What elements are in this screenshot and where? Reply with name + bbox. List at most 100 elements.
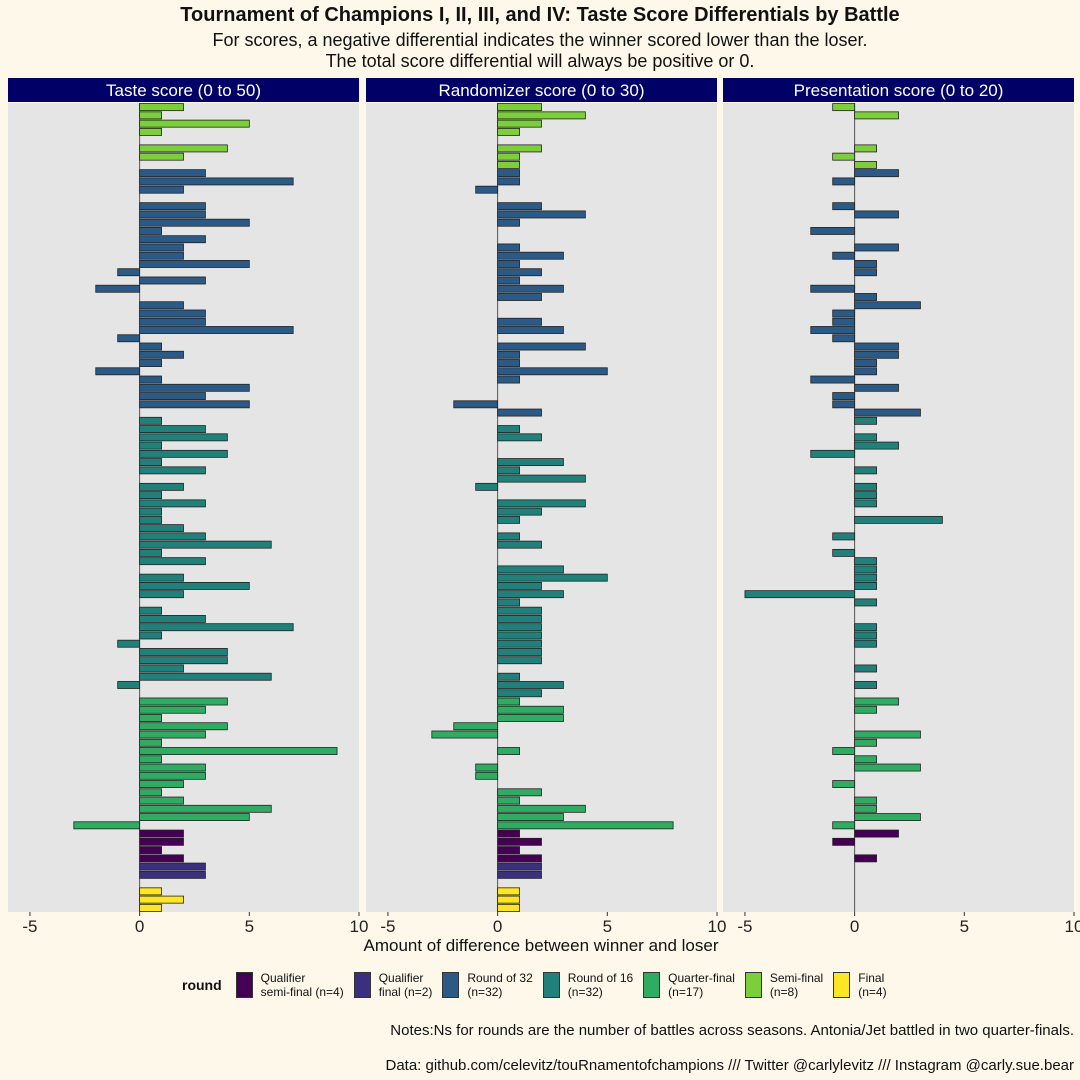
bar bbox=[854, 383, 899, 392]
bar bbox=[497, 656, 542, 665]
bar bbox=[497, 714, 564, 722]
bar bbox=[139, 111, 162, 120]
bar bbox=[497, 895, 520, 904]
bar bbox=[854, 144, 877, 153]
bar bbox=[139, 227, 162, 235]
bar bbox=[854, 829, 899, 838]
bar bbox=[139, 697, 228, 706]
bar bbox=[139, 656, 228, 665]
bar bbox=[497, 507, 542, 516]
facet-strip-label: Taste score (0 to 50) bbox=[106, 81, 261, 100]
bar bbox=[139, 903, 162, 912]
bar bbox=[95, 367, 141, 376]
bar bbox=[139, 771, 206, 780]
x-tick-label: -5 bbox=[380, 917, 395, 936]
bar bbox=[497, 606, 542, 615]
bar bbox=[854, 359, 877, 367]
bar bbox=[854, 697, 899, 706]
x-axis-label: Amount of difference between winner and … bbox=[363, 936, 718, 955]
bar bbox=[497, 796, 520, 805]
bar bbox=[810, 449, 856, 458]
bar bbox=[497, 639, 542, 648]
bar bbox=[832, 400, 856, 409]
bar bbox=[497, 854, 542, 863]
legend-swatch bbox=[833, 972, 851, 998]
bar bbox=[139, 425, 206, 434]
bar bbox=[832, 152, 856, 161]
bar bbox=[497, 623, 542, 632]
bar bbox=[139, 895, 184, 904]
bar bbox=[854, 565, 877, 574]
x-tick-label: -5 bbox=[737, 917, 752, 936]
bar bbox=[497, 458, 564, 467]
bar bbox=[497, 474, 586, 483]
bar bbox=[497, 903, 520, 912]
bar bbox=[139, 573, 184, 582]
bar bbox=[497, 846, 520, 855]
bar bbox=[497, 144, 542, 153]
x-tick-label: 0 bbox=[135, 917, 144, 936]
bar bbox=[832, 821, 856, 830]
bar bbox=[139, 449, 228, 458]
bar bbox=[854, 730, 921, 739]
legend-item: Qualifier semi-final (n=4) bbox=[235, 971, 344, 999]
bar bbox=[139, 615, 206, 623]
bar bbox=[139, 813, 250, 821]
bar bbox=[139, 466, 206, 475]
bar bbox=[497, 672, 520, 681]
bar bbox=[832, 532, 856, 541]
bar bbox=[117, 639, 141, 648]
bar bbox=[497, 202, 542, 211]
bar bbox=[497, 515, 520, 524]
bar bbox=[497, 590, 564, 599]
bar bbox=[139, 532, 206, 541]
bar bbox=[497, 870, 542, 879]
legend-label: Qualifier semi-final (n=4) bbox=[260, 971, 344, 999]
bar bbox=[832, 309, 856, 318]
bar bbox=[854, 466, 877, 475]
bar bbox=[854, 598, 877, 607]
bar bbox=[431, 730, 499, 739]
bar bbox=[497, 540, 542, 549]
legend-label: Round of 32 (n=32) bbox=[467, 971, 533, 999]
bar bbox=[832, 251, 856, 260]
bar bbox=[854, 664, 877, 673]
bar bbox=[810, 326, 856, 334]
bar bbox=[854, 681, 877, 689]
legend: round Qualifier semi-final (n=4) Qualifi… bbox=[182, 968, 897, 1002]
x-tick-label: 10 bbox=[708, 917, 727, 936]
bar bbox=[854, 491, 877, 500]
bar bbox=[497, 433, 542, 442]
bar bbox=[497, 532, 520, 541]
x-tick-label: 5 bbox=[603, 917, 612, 936]
bar bbox=[117, 334, 141, 343]
bar bbox=[139, 482, 184, 491]
bar bbox=[139, 359, 162, 367]
facet-strip bbox=[723, 78, 1074, 102]
bar bbox=[139, 557, 206, 566]
bar bbox=[497, 408, 542, 417]
bar bbox=[854, 581, 877, 590]
bar bbox=[744, 590, 856, 599]
bar bbox=[139, 540, 272, 549]
bar bbox=[497, 631, 542, 640]
bar bbox=[139, 788, 162, 797]
panel-background bbox=[723, 103, 1074, 912]
bar bbox=[497, 804, 586, 813]
bar bbox=[854, 755, 877, 764]
bar bbox=[497, 747, 520, 755]
legend-swatch bbox=[353, 972, 371, 998]
bar bbox=[497, 573, 608, 582]
bar bbox=[497, 284, 564, 293]
bar bbox=[139, 590, 184, 599]
bar bbox=[810, 375, 856, 384]
bar bbox=[854, 482, 877, 491]
legend-swatch bbox=[744, 972, 762, 998]
bar bbox=[139, 672, 272, 681]
bar bbox=[139, 870, 206, 879]
bar bbox=[453, 400, 499, 409]
bar bbox=[497, 375, 520, 384]
bar bbox=[139, 846, 162, 855]
legend-item: Semi-final (n=8) bbox=[744, 971, 823, 999]
bar bbox=[854, 573, 877, 582]
